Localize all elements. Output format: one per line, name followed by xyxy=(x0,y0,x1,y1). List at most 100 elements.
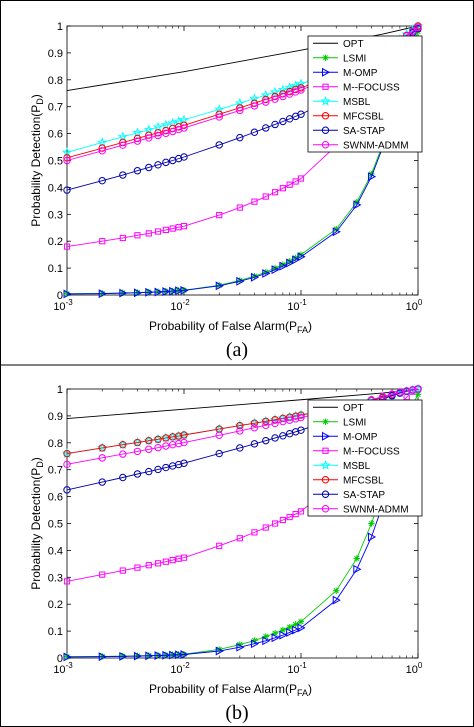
series-lsmi-point xyxy=(262,268,269,276)
x-axis-label: Probability of False Alarm(PFA) xyxy=(149,319,312,335)
series-sa-stap-point xyxy=(215,449,223,458)
series-sa-stap-point xyxy=(250,128,259,136)
series-swnm-admm-point xyxy=(236,427,244,435)
y-tick-label: 0.3 xyxy=(48,572,63,584)
legend-msbl-marker xyxy=(320,459,331,470)
series-sa-stap-line xyxy=(66,388,419,491)
series-m-omp-point xyxy=(133,288,143,298)
legend-m-omp-label: M-OMP xyxy=(343,432,378,443)
y-tick-label: 0.6 xyxy=(48,129,63,141)
series-swnm-admm-point xyxy=(250,102,259,110)
series-m-focuss-point xyxy=(169,225,176,232)
panel-label: (a) xyxy=(226,339,248,361)
series-m-focuss-point xyxy=(271,189,279,196)
legend-opt-label: OPT xyxy=(343,403,364,414)
series-m-focuss-point xyxy=(99,238,106,245)
series-sa-stap-point xyxy=(236,133,244,142)
series-mfcsbl-point xyxy=(180,121,188,129)
series-mfcsbl-point xyxy=(162,434,170,442)
series-m-focuss-point xyxy=(169,556,176,564)
series-swnm-admm-point xyxy=(271,95,279,103)
series-m-omp-point xyxy=(367,172,377,182)
series-m-omp-point xyxy=(292,625,301,635)
series-sa-stap-point xyxy=(262,124,270,132)
series-m-omp-point xyxy=(119,651,128,661)
y-tick-label: 1 xyxy=(57,21,63,33)
y-axis-label: Probability Detection(PD) xyxy=(29,94,45,227)
series-m-focuss-point xyxy=(154,560,162,567)
series-m-omp-point xyxy=(145,287,154,297)
series-lsmi-point xyxy=(333,225,340,233)
series-swnm-admm-point xyxy=(291,415,300,423)
legend-m-focuss-marker xyxy=(322,447,329,454)
y-tick-label: 0.4 xyxy=(48,182,63,194)
legend-opt-label: OPT xyxy=(343,39,364,50)
series-mfcsbl-point xyxy=(98,444,106,452)
x-axis-label-subscript: FA xyxy=(297,688,308,698)
series-m-omp-point xyxy=(236,276,245,286)
series-mfcsbl-point xyxy=(271,415,279,424)
series-swnm-admm-point xyxy=(215,431,223,439)
series-swnm-admm-point xyxy=(297,86,305,94)
series-swnm-admm-point xyxy=(98,147,106,155)
series-mfcsbl-point xyxy=(63,154,71,162)
series-m-omp-point xyxy=(175,286,184,296)
legend-lsmi-label: LSMI xyxy=(343,417,366,428)
series-msbl-point xyxy=(160,119,172,130)
series-m-omp-point xyxy=(297,252,306,262)
legend-m-omp-label: M-OMP xyxy=(343,68,378,79)
series-m-focuss-point xyxy=(162,226,169,234)
series-swnm-admm-point xyxy=(408,27,417,36)
legend-msbl-label: MSBL xyxy=(343,461,371,472)
series-sa-stap-point xyxy=(291,428,300,436)
series-swnm-admm-point xyxy=(145,134,153,142)
series-m-focuss-point xyxy=(297,175,305,182)
series-opt-line xyxy=(66,25,419,92)
series-lsmi-point xyxy=(368,520,375,527)
series-m-focuss-point xyxy=(236,535,243,542)
series-lsmi-point xyxy=(414,391,422,398)
series-m-omp-point xyxy=(332,595,341,605)
series-mfcsbl-point xyxy=(215,110,223,118)
series-m-focuss-point xyxy=(154,228,162,235)
series-m-omp-point xyxy=(180,285,189,295)
series-mfcsbl-point xyxy=(180,431,188,439)
legend-swnm-admm-label: SWNM-ADMM xyxy=(343,140,409,151)
legend-m-focuss-label: M--FOCUSS xyxy=(343,82,400,93)
series-m-focuss-point xyxy=(119,567,126,574)
series-msbl-point xyxy=(269,86,281,97)
series-m-focuss-point xyxy=(145,230,152,237)
series-mfcsbl-point xyxy=(133,134,142,143)
series-sa-stap-point xyxy=(297,110,305,118)
y-axis-label-end: ) xyxy=(29,94,43,98)
y-tick-label: 0 xyxy=(57,290,63,302)
x-tick-exponent: -3 xyxy=(66,661,74,670)
legend-msbl-label: MSBL xyxy=(343,97,371,108)
series-swnm-admm-point xyxy=(154,443,162,452)
series-m-focuss-point xyxy=(145,562,152,569)
series-lsmi-point xyxy=(286,623,293,631)
legend-lsmi-marker xyxy=(322,54,329,61)
y-tick-label: 0.4 xyxy=(48,545,63,557)
series-m-focuss-point xyxy=(99,571,106,578)
series-msbl-point xyxy=(295,78,307,89)
series-sa-stap-point xyxy=(271,120,279,129)
series-swnm-admm-point xyxy=(180,124,188,132)
series-mfcsbl-point xyxy=(250,99,259,107)
series-sa-stap-point xyxy=(98,478,106,486)
series-sa-stap-point xyxy=(98,176,106,185)
legend-lsmi-marker xyxy=(322,418,329,425)
series-m-focuss-point xyxy=(251,529,258,536)
series-swnm-admm-point xyxy=(236,106,244,115)
x-axis-label-end: ) xyxy=(308,319,312,333)
series-m-focuss-point xyxy=(251,198,258,205)
series-mfcsbl-point xyxy=(174,432,183,440)
series-m-omp-point xyxy=(297,623,306,633)
series-sa-stap-point xyxy=(133,470,142,478)
series-lsmi-point xyxy=(262,633,269,640)
legend-mfcsbl-label: MFCSBL xyxy=(343,111,384,122)
series-m-focuss-point xyxy=(279,185,286,192)
series-sa-stap-point xyxy=(63,486,71,494)
series-m-omp-point xyxy=(250,639,260,649)
